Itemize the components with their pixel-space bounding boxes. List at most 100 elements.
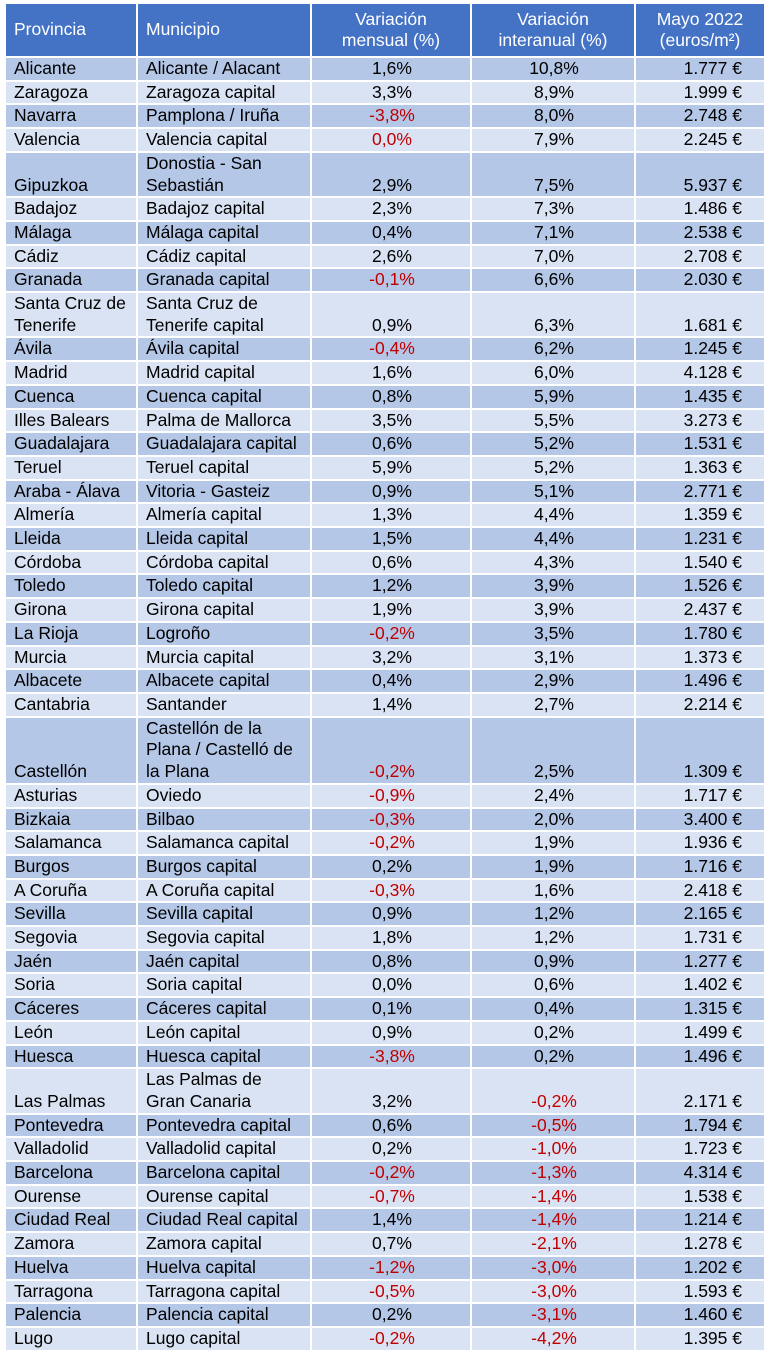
cell-variacion-interanual: 6,2% — [470, 336, 636, 363]
cell-precio: 4.128 € — [634, 360, 766, 386]
cell-variacion-mensual: 0,9% — [310, 291, 472, 339]
cell-precio: 2.418 € — [634, 877, 766, 904]
header-variacion-interanual-line2: interanual (%) — [498, 30, 608, 50]
cell-variacion-interanual: -0,5% — [470, 1112, 636, 1139]
cell-municipio: Pamplona / Iruña — [136, 103, 312, 130]
cell-variacion-interanual: 7,9% — [470, 127, 636, 153]
cell-provincia: Madrid — [4, 360, 138, 386]
table-row: Huesca Huesca capital -3,8% 0,2% 1.496 € — [4, 1043, 766, 1070]
cell-variacion-mensual: -0,7% — [310, 1183, 472, 1210]
table-row: Badajoz Badajoz capital 2,3% 7,3% 1.486 € — [4, 196, 766, 222]
table-row: Zamora Zamora capital 0,7% -2,1% 1.278 € — [4, 1231, 766, 1257]
cell-variacion-mensual: 3,2% — [310, 644, 472, 671]
cell-variacion-mensual: -0,3% — [310, 806, 472, 833]
table-row: La Rioja Logroño -0,2% 3,5% 1.780 € — [4, 620, 766, 647]
cell-variacion-mensual: -0,2% — [310, 830, 472, 856]
cell-municipio: Zaragoza capital — [136, 79, 312, 106]
table-row: Cáceres Cáceres capital 0,1% 0,4% 1.315 € — [4, 996, 766, 1022]
cell-variacion-mensual: 2,9% — [310, 150, 472, 199]
cell-precio: 5.937 € — [634, 150, 766, 199]
cell-precio: 1.780 € — [634, 620, 766, 647]
cell-municipio: Madrid capital — [136, 360, 312, 386]
header-variacion-mensual-line1: Variación — [355, 9, 427, 29]
cell-variacion-mensual: 0,6% — [310, 1112, 472, 1139]
cell-provincia: Murcia — [4, 644, 138, 671]
cell-provincia: Navarra — [4, 103, 138, 130]
cell-municipio: Toledo capital — [136, 573, 312, 600]
cell-provincia: Soria — [4, 972, 138, 999]
cell-provincia: Cádiz — [4, 243, 138, 270]
table-row: Tarragona Tarragona capital -0,5% -3,0% 1.59… — [4, 1278, 766, 1305]
cell-precio: 1.231 € — [634, 526, 766, 552]
cell-precio: 1.936 € — [634, 830, 766, 856]
cell-provincia: Ourense — [4, 1183, 138, 1210]
cell-precio: 1.526 € — [634, 573, 766, 600]
cell-precio: 1.531 € — [634, 431, 766, 457]
cell-municipio: A Coruña capital — [136, 877, 312, 904]
cell-municipio: Logroño — [136, 620, 312, 647]
cell-variacion-interanual: 4,4% — [470, 502, 636, 529]
cell-provincia: Cuenca — [4, 383, 138, 410]
cell-variacion-interanual: 2,4% — [470, 782, 636, 809]
cell-variacion-mensual: 0,4% — [310, 668, 472, 694]
cell-provincia: Salamanca — [4, 830, 138, 856]
table-row: Cuenca Cuenca capital 0,8% 5,9% 1.435 € — [4, 383, 766, 410]
cell-municipio: Castellón de la Plana / Castelló de la P… — [136, 715, 312, 785]
table-row: Jaén Jaén capital 0,8% 0,9% 1.277 € — [4, 948, 766, 975]
cell-municipio: Córdoba capital — [136, 549, 312, 576]
cell-variacion-interanual: 6,3% — [470, 291, 636, 339]
cell-municipio: Almería capital — [136, 502, 312, 529]
cell-variacion-mensual: 2,6% — [310, 243, 472, 270]
cell-provincia: Valencia — [4, 127, 138, 153]
cell-provincia: Araba - Álava — [4, 478, 138, 505]
cell-provincia: Gipuzkoa — [4, 150, 138, 199]
header-provincia: Provincia — [4, 2, 138, 58]
table-row: Araba - Álava Vitoria - Gasteiz 0,9% 5,1% 2.… — [4, 478, 766, 505]
table-row: Ourense Ourense capital -0,7% -1,4% 1.538 € — [4, 1183, 766, 1210]
cell-municipio: Santa Cruz de Tenerife capital — [136, 291, 312, 339]
cell-provincia: Lleida — [4, 526, 138, 552]
cell-variacion-interanual: 3,1% — [470, 644, 636, 671]
cell-precio: 3.273 € — [634, 407, 766, 434]
cell-variacion-mensual: -0,1% — [310, 267, 472, 294]
cell-precio: 1.278 € — [634, 1231, 766, 1257]
cell-variacion-interanual: 5,9% — [470, 383, 636, 410]
cell-municipio: Teruel capital — [136, 454, 312, 481]
cell-municipio: Murcia capital — [136, 644, 312, 671]
cell-municipio: Zamora capital — [136, 1231, 312, 1257]
cell-municipio: Soria capital — [136, 972, 312, 999]
cell-precio: 1.315 € — [634, 996, 766, 1022]
cell-precio: 1.681 € — [634, 291, 766, 339]
cell-variacion-mensual: 3,3% — [310, 79, 472, 106]
table-row: Granada Granada capital -0,1% 6,6% 2.030 € — [4, 267, 766, 294]
cell-variacion-mensual: 1,9% — [310, 597, 472, 623]
cell-municipio: Huesca capital — [136, 1043, 312, 1070]
cell-variacion-mensual: -3,8% — [310, 103, 472, 130]
cell-variacion-interanual: 2,7% — [470, 691, 636, 718]
cell-precio: 2.538 € — [634, 219, 766, 246]
cell-municipio: Lugo capital — [136, 1325, 312, 1352]
cell-variacion-mensual: 0,2% — [310, 1136, 472, 1163]
cell-municipio: Ciudad Real capital — [136, 1207, 312, 1234]
cell-municipio: Cáceres capital — [136, 996, 312, 1022]
cell-variacion-interanual: 2,5% — [470, 715, 636, 785]
cell-variacion-mensual: 0,2% — [310, 853, 472, 880]
cell-variacion-interanual: 6,6% — [470, 267, 636, 294]
table-row: Córdoba Córdoba capital 0,6% 4,3% 1.540 € — [4, 549, 766, 576]
table-row: Las Palmas Las Palmas de Gran Canaria 3,2%… — [4, 1067, 766, 1115]
cell-variacion-interanual: 3,9% — [470, 573, 636, 600]
cell-variacion-mensual: -0,2% — [310, 1325, 472, 1352]
cell-precio: 1.999 € — [634, 79, 766, 106]
cell-municipio: Albacete capital — [136, 668, 312, 694]
cell-precio: 4.314 € — [634, 1160, 766, 1186]
cell-provincia: Ciudad Real — [4, 1207, 138, 1234]
cell-provincia: Cáceres — [4, 996, 138, 1022]
cell-precio: 1.496 € — [634, 1043, 766, 1070]
cell-municipio: Jaén capital — [136, 948, 312, 975]
header-variacion-interanual: Variación interanual (%) — [470, 2, 636, 58]
cell-variacion-interanual: 7,3% — [470, 196, 636, 222]
cell-municipio: Segovia capital — [136, 925, 312, 951]
cell-precio: 1.593 € — [634, 1278, 766, 1305]
cell-variacion-mensual: 2,3% — [310, 196, 472, 222]
header-variacion-mensual: Variación mensual (%) — [310, 2, 472, 58]
